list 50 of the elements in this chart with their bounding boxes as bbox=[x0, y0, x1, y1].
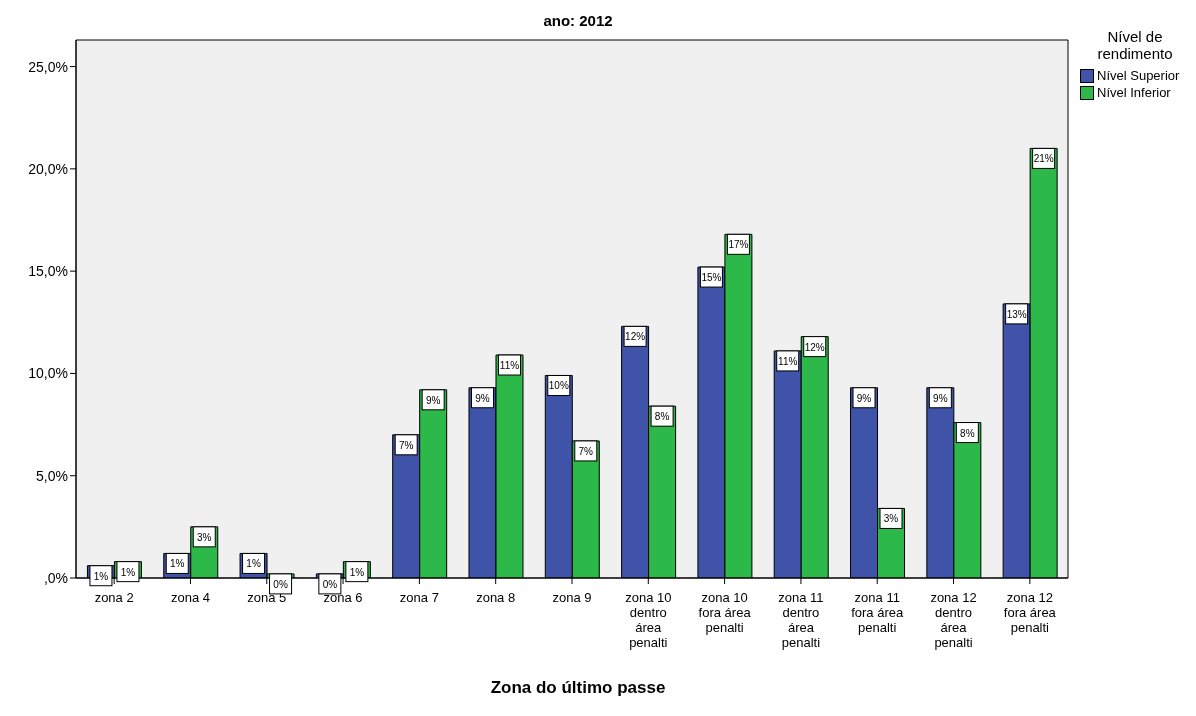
x-tick-label: zona 10 dentro área penalti bbox=[625, 590, 672, 650]
legend-label: Nível Superior bbox=[1097, 68, 1180, 83]
x-tick-label: zona 7 bbox=[399, 590, 439, 605]
y-tick-label: ,0% bbox=[43, 569, 68, 586]
x-tick-label: zona 9 bbox=[552, 590, 592, 605]
x-tick-label: zona 11 fora área penalti bbox=[851, 590, 905, 635]
data-label: 17% bbox=[728, 239, 749, 251]
data-label: 11% bbox=[499, 360, 520, 372]
data-label: 3% bbox=[197, 531, 212, 543]
x-tick-label: zona 4 bbox=[170, 590, 210, 605]
data-label: 1% bbox=[349, 566, 365, 578]
x-tick-label: zona 11 dentro área penalti bbox=[778, 590, 824, 650]
x-tick-label: zona 12 fora área penalti bbox=[1003, 590, 1057, 635]
x-tick-label: zona 12 dentro área penalti bbox=[930, 590, 977, 650]
data-label: 12% bbox=[625, 331, 646, 343]
data-label: 9% bbox=[475, 392, 490, 404]
data-label: 11% bbox=[778, 355, 798, 367]
x-tick-label: zona 2 bbox=[94, 590, 134, 605]
x-tick-label: zona 8 bbox=[476, 590, 516, 605]
data-label: 1% bbox=[170, 558, 185, 570]
data-label: 9% bbox=[425, 394, 441, 406]
y-tick-label: 10,0% bbox=[28, 365, 68, 382]
data-label: 8% bbox=[654, 411, 670, 423]
data-label: 7% bbox=[398, 439, 414, 451]
data-label: 8% bbox=[960, 427, 975, 439]
chart-title: ano: 2012 bbox=[542, 12, 614, 29]
y-tick-label: 5,0% bbox=[36, 467, 68, 484]
x-tick-label: zona 10 fora área penalti bbox=[698, 590, 752, 635]
y-tick-label: 20,0% bbox=[28, 160, 68, 177]
legend-title: Nível de rendimento bbox=[1096, 28, 1174, 62]
data-label: 0% bbox=[322, 578, 338, 590]
x-axis-title: Zona do último passe bbox=[489, 678, 667, 698]
data-label: 9% bbox=[933, 392, 948, 404]
x-tick-label: zona 6 bbox=[323, 590, 363, 605]
x-tick-label: zona 5 bbox=[247, 590, 287, 605]
data-label: 1% bbox=[93, 570, 109, 582]
data-label: 0% bbox=[273, 578, 288, 590]
data-label: 13% bbox=[1006, 308, 1027, 320]
data-label: 12% bbox=[804, 341, 825, 353]
data-label: 9% bbox=[856, 392, 872, 404]
y-tick-label: 15,0% bbox=[28, 263, 68, 280]
data-label: 7% bbox=[578, 445, 594, 457]
data-label: 15% bbox=[701, 272, 722, 284]
data-label: 1% bbox=[120, 566, 136, 578]
data-label: 3% bbox=[883, 513, 899, 525]
legend-label: Nível Inferior bbox=[1097, 85, 1171, 100]
y-tick-label: 25,0% bbox=[28, 58, 68, 75]
data-label: 21% bbox=[1033, 153, 1054, 165]
data-label: 1% bbox=[246, 558, 261, 570]
data-label: 10% bbox=[548, 380, 569, 392]
